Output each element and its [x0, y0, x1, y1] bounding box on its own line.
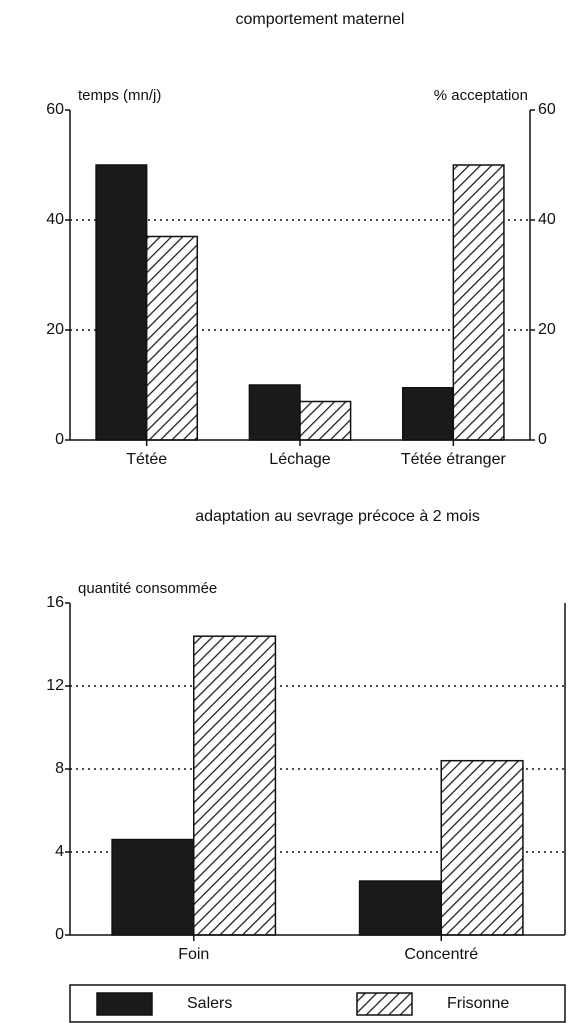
bar	[248, 384, 301, 441]
y-tick-label: 60	[46, 101, 64, 118]
x-tick-label: Foin	[178, 946, 209, 963]
x-tick-label: Concentré	[404, 946, 478, 963]
bar	[111, 838, 195, 936]
y2-tick-label: 60	[538, 101, 556, 118]
legend-swatch	[356, 992, 413, 1016]
bar	[452, 164, 505, 441]
y2-tick-label: 20	[538, 321, 556, 338]
bar	[145, 235, 199, 441]
bar	[401, 387, 455, 441]
y2-tick-label: 0	[538, 431, 547, 448]
y-tick-label: 4	[55, 843, 64, 860]
x-tick-label: Tétée	[126, 451, 167, 468]
y-tick-label: 12	[46, 677, 64, 694]
chart-title: adaptation au sevrage précoce à 2 mois	[195, 508, 480, 525]
y-tick-label: 40	[46, 211, 64, 228]
legend-swatch	[96, 992, 153, 1016]
y-tick-label: 0	[55, 926, 64, 943]
x-tick-label: Tétée étranger	[401, 451, 507, 468]
bar	[358, 880, 443, 936]
y2-axis-label: % acceptation	[434, 87, 528, 104]
bar	[440, 759, 524, 936]
y-axis-label: temps (mn/j)	[78, 87, 161, 104]
y-tick-label: 20	[46, 321, 64, 338]
legend-label: Frisonne	[447, 995, 509, 1012]
y2-tick-label: 40	[538, 211, 556, 228]
bar	[95, 164, 148, 441]
y-tick-label: 16	[46, 594, 64, 611]
y-tick-label: 0	[55, 431, 64, 448]
y-tick-label: 8	[55, 760, 64, 777]
chart-title: comportement maternel	[236, 11, 405, 28]
bar	[193, 635, 277, 936]
legend-box	[69, 984, 566, 1023]
bar	[299, 400, 352, 441]
x-tick-label: Léchage	[269, 451, 330, 468]
y-axis-label: quantité consommée	[78, 580, 217, 597]
legend-label: Salers	[187, 995, 232, 1012]
